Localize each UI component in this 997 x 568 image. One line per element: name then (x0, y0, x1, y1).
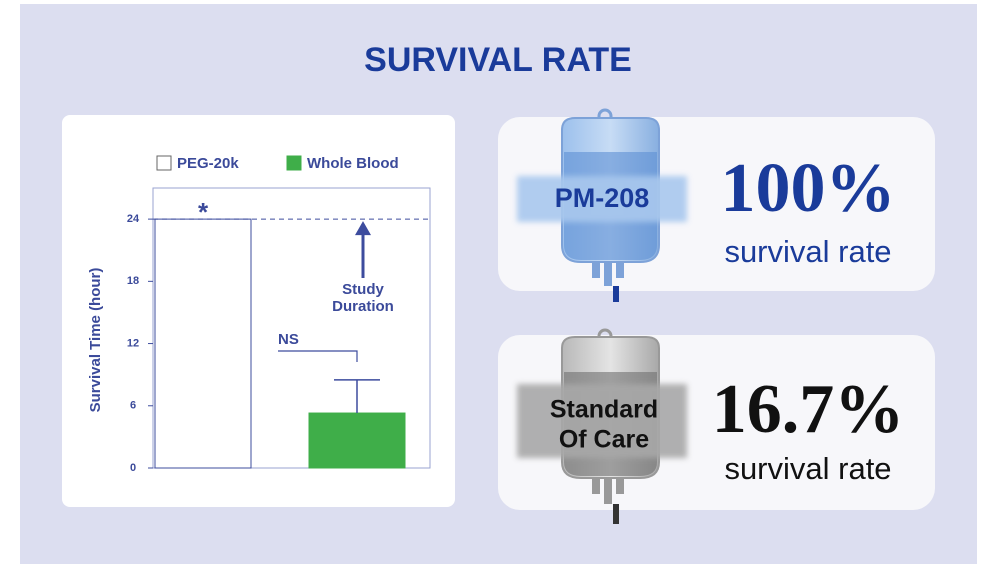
card-label: PM-208 (555, 183, 650, 213)
bar (309, 413, 405, 468)
y-tick-label: 0 (130, 462, 136, 474)
annotation: Duration (332, 298, 394, 315)
card-value: 100% (721, 150, 896, 227)
card-label: Of Care (559, 426, 649, 454)
card-value: 16.7% (712, 371, 905, 448)
y-tick-label: 12 (127, 337, 139, 349)
title: SURVIVAL RATE (364, 41, 632, 79)
annotation: * (198, 197, 209, 227)
y-axis-label: Survival Time (hour) (87, 268, 104, 413)
bar (155, 219, 251, 468)
legend-label: Whole Blood (307, 155, 399, 172)
y-tick-label: 6 (130, 400, 136, 412)
y-tick-label: 18 (127, 275, 139, 287)
legend-swatch (157, 156, 171, 170)
card-label: Standard (550, 396, 658, 424)
page: SURVIVAL RATE PM-208 100% survival rate … (0, 0, 997, 568)
card-caption: survival rate (724, 234, 891, 269)
legend-label: PEG-20k (177, 155, 239, 172)
annotation: Study (342, 281, 384, 298)
card-caption: survival rate (724, 451, 891, 486)
legend-swatch (287, 156, 301, 170)
annotation: NS (278, 331, 299, 348)
y-tick-label: 24 (127, 213, 140, 225)
